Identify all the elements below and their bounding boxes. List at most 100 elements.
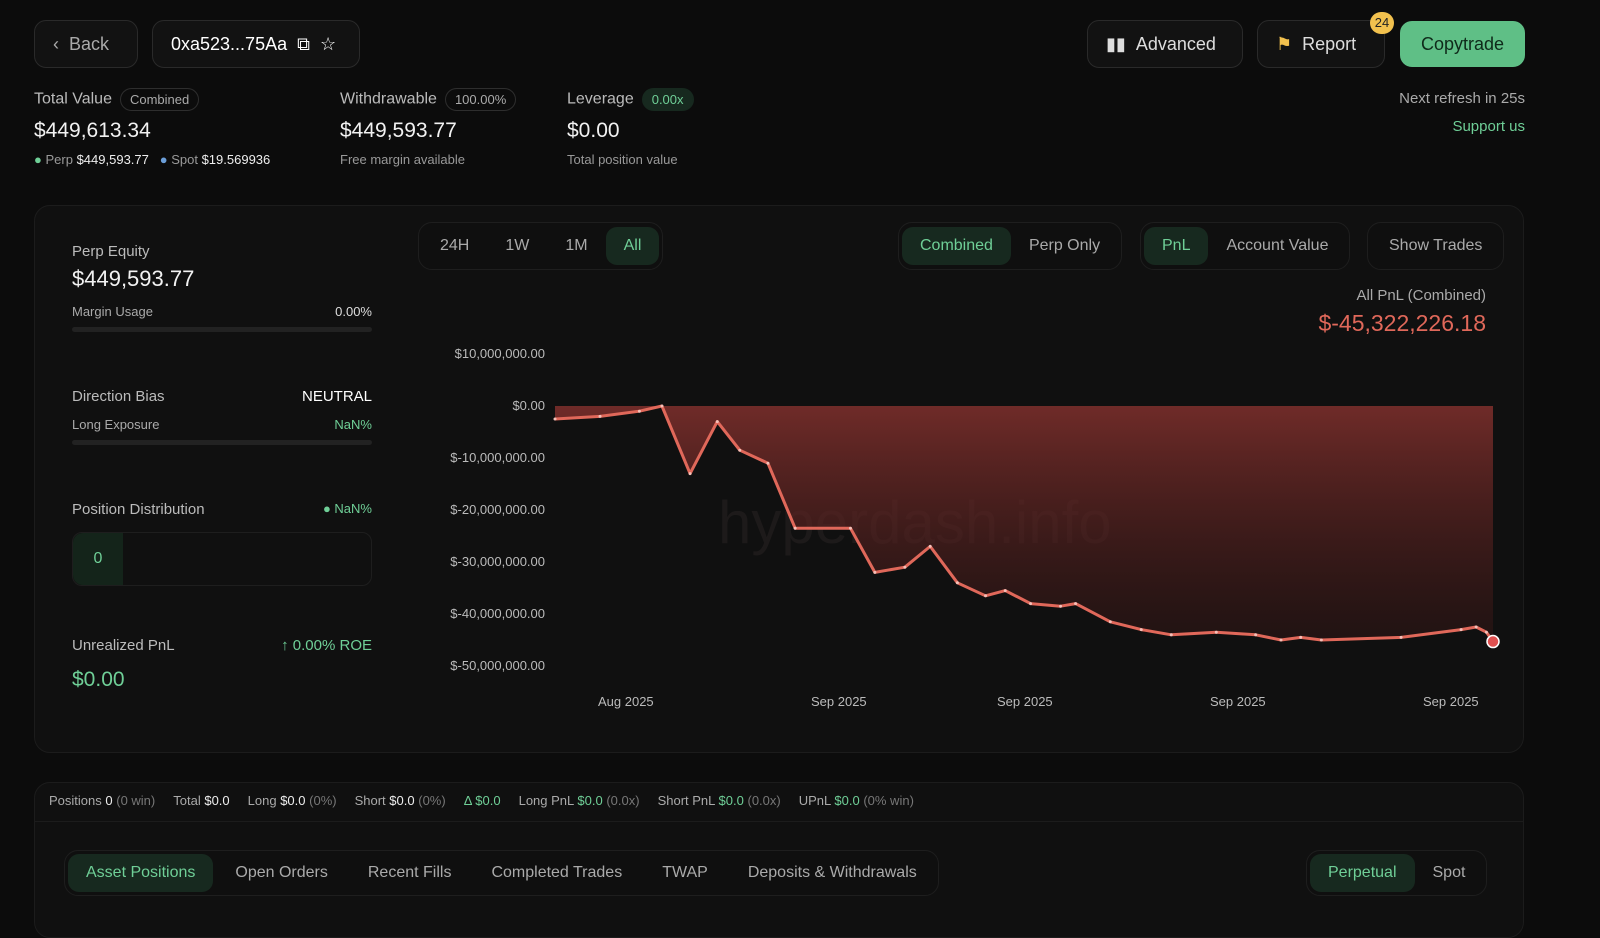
- y-tick-label: $10,000,000.00: [454, 346, 545, 361]
- spot-label: Spot: [171, 152, 198, 167]
- tab-twap[interactable]: TWAP: [662, 864, 708, 881]
- mode-combined[interactable]: Combined: [902, 227, 1011, 265]
- distribution-count: 0: [73, 533, 123, 585]
- copytrade-button[interactable]: Copytrade: [1400, 21, 1525, 67]
- stat-long-pnl: Long PnL $0.0 (0.0x): [518, 793, 640, 808]
- stats-row: Positions 0 (0 win) Total $0.0 Long $0.0…: [49, 793, 914, 808]
- long-exposure-label: Long Exposure: [72, 417, 160, 432]
- total-breakdown: ● Perp $449,593.77 ● Spot $19.569936: [34, 152, 270, 167]
- wallet-address: 0xa523...75Aa: [171, 33, 288, 54]
- perp-equity-value: $449,593.77: [72, 266, 195, 291]
- tab-open-orders[interactable]: Open Orders: [235, 864, 328, 881]
- stat-short-pnl: Short PnL $0.0 (0.0x): [657, 793, 781, 808]
- metric-pnl[interactable]: PnL: [1144, 227, 1209, 265]
- next-refresh: Next refresh in 25s: [1399, 90, 1525, 107]
- spot-value: $19.569936: [201, 152, 271, 167]
- leverage-sub: Total position value: [567, 152, 678, 167]
- support-link[interactable]: Support us: [1452, 118, 1525, 135]
- advanced-button[interactable]: ▮▮ Advanced: [1087, 20, 1243, 68]
- perp-label: Perp: [45, 152, 73, 167]
- chevron-left-icon: ‹: [53, 33, 59, 54]
- report-label: Report: [1302, 33, 1357, 54]
- market-tabs: Perpetual Spot: [1306, 850, 1488, 896]
- y-tick-label: $-10,000,000.00: [450, 450, 545, 465]
- address-box: 0xa523...75Aa ⧉ ☆: [152, 20, 360, 68]
- stat-total: Total $0.0: [173, 793, 230, 808]
- show-trades-label: Show Trades: [1389, 237, 1483, 254]
- tab-perpetual[interactable]: Perpetual: [1310, 854, 1415, 892]
- leverage-pill: 0.00x: [641, 88, 694, 111]
- mode-perp-only[interactable]: Perp Only: [1028, 237, 1101, 254]
- stat-positions: Positions 0 (0 win): [49, 793, 156, 808]
- margin-usage-label: Margin Usage: [72, 304, 153, 319]
- report-button[interactable]: ⚑ Report: [1257, 20, 1385, 68]
- x-tick-label: Sep 2025: [1423, 694, 1479, 709]
- y-tick-label: $-40,000,000.00: [450, 606, 545, 621]
- leverage-label: Leverage: [567, 90, 634, 108]
- margin-usage-value: 0.00%: [335, 304, 372, 319]
- tab-deposits-withdrawals[interactable]: Deposits & Withdrawals: [747, 864, 917, 881]
- advanced-label: Advanced: [1135, 33, 1216, 54]
- distribution-section: Position Distribution ● NaN% 0: [72, 501, 372, 586]
- distribution-pct-value: NaN%: [334, 501, 372, 516]
- mode-selector: Combined Perp Only: [898, 222, 1123, 270]
- stat-upnl: UPnL $0.0 (0% win): [798, 793, 914, 808]
- upnl-label: Unrealized PnL: [72, 637, 175, 654]
- perp-equity-label: Perp Equity: [72, 243, 150, 260]
- direction-label: Direction Bias: [72, 388, 165, 405]
- range-24h[interactable]: 24H: [440, 237, 470, 254]
- copy-icon[interactable]: ⧉: [297, 33, 310, 54]
- withdrawable: Withdrawable 100.00% $449,593.77 Free mar…: [340, 88, 517, 167]
- x-tick-label: Sep 2025: [1210, 694, 1266, 709]
- bar-chart-icon: ▮▮: [1106, 33, 1126, 54]
- tab-asset-positions[interactable]: Asset Positions: [68, 854, 214, 892]
- star-icon[interactable]: ☆: [319, 33, 337, 54]
- watermark: hyperdash.info: [718, 489, 1112, 556]
- total-value-label: Total Value: [34, 90, 112, 108]
- tab-spot[interactable]: Spot: [1432, 864, 1466, 881]
- long-exposure-value: NaN%: [334, 417, 372, 432]
- report-badge: 24: [1370, 12, 1394, 34]
- distribution-label: Position Distribution: [72, 501, 205, 518]
- stat-delta: Δ $0.0: [463, 793, 501, 808]
- direction-value: NEUTRAL: [301, 388, 372, 405]
- perp-equity-section: Perp Equity $449,593.77 Margin Usage 0.00…: [72, 243, 372, 332]
- stat-short: Short $0.0 (0%): [354, 793, 446, 808]
- long-exposure-bar: [72, 440, 372, 445]
- range-selector: 24H 1W 1M All: [418, 222, 664, 270]
- upnl-section: Unrealized PnL ↑ 0.00% ROE $0.00: [72, 637, 372, 692]
- distribution-pct: ● NaN%: [322, 501, 372, 516]
- tab-completed-trades[interactable]: Completed Trades: [491, 864, 623, 881]
- back-button[interactable]: ‹ Back: [34, 20, 138, 68]
- margin-usage-bar: [72, 327, 372, 332]
- range-1m[interactable]: 1M: [565, 237, 588, 254]
- divider: [35, 821, 1523, 822]
- total-value: Total Value Combined $449,613.34 ● Perp $…: [34, 88, 270, 167]
- withdrawable-sub: Free margin available: [340, 152, 466, 167]
- y-tick-label: $-50,000,000.00: [450, 658, 545, 673]
- x-tick-label: Sep 2025: [997, 694, 1053, 709]
- roe-value: ↑ 0.00% ROE: [281, 637, 372, 654]
- withdrawable-amount: $449,593.77: [340, 119, 457, 142]
- flag-icon: ⚑: [1276, 33, 1293, 54]
- direction-section: Direction Bias NEUTRAL Long Exposure NaN%: [72, 388, 372, 445]
- spot-dot-icon: ●: [159, 152, 168, 167]
- total-value-amount: $449,613.34: [34, 119, 151, 142]
- chart-title: All PnL (Combined): [1356, 287, 1487, 304]
- y-tick-label: $0.00: [512, 398, 545, 413]
- upnl-value: $0.00: [72, 668, 125, 691]
- show-trades-button[interactable]: Show Trades: [1367, 222, 1505, 270]
- leverage: Leverage 0.00x $0.00 Total position value: [567, 88, 694, 167]
- range-all[interactable]: All: [605, 227, 660, 265]
- leverage-amount: $0.00: [567, 119, 620, 142]
- perp-dot-icon: ●: [34, 152, 42, 167]
- chart-headline: $-45,322,226.18: [1318, 310, 1486, 336]
- x-tick-label: Aug 2025: [598, 694, 654, 709]
- metric-selector: PnL Account Value: [1140, 222, 1351, 270]
- range-1w[interactable]: 1W: [505, 237, 530, 254]
- metric-account-value[interactable]: Account Value: [1226, 237, 1329, 254]
- positions-tabs: Asset Positions Open Orders Recent Fills Co…: [64, 850, 939, 896]
- withdrawable-pill: 100.00%: [444, 88, 517, 111]
- back-label: Back: [69, 33, 110, 54]
- tab-recent-fills[interactable]: Recent Fills: [367, 864, 452, 881]
